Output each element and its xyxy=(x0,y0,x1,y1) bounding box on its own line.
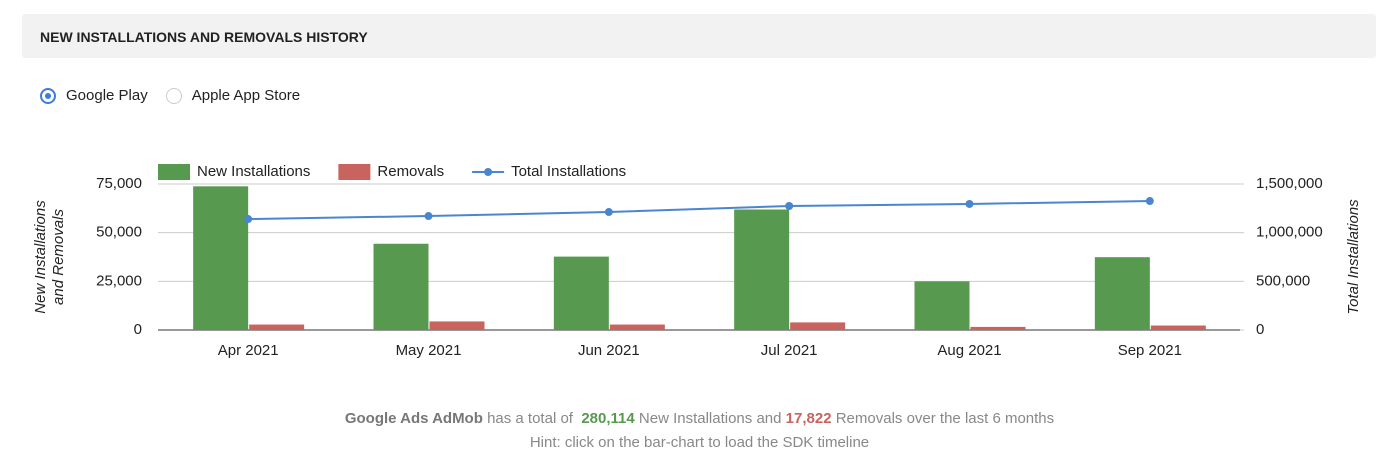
hint: Hint: click on the bar-chart to load the… xyxy=(529,434,870,451)
y2-tick-label: 0 xyxy=(1256,321,1264,338)
y-tick-label: 75,000 xyxy=(96,175,142,192)
bar[interactable] xyxy=(970,326,1026,330)
bar[interactable] xyxy=(1150,325,1206,330)
y-tick-label: 0 xyxy=(134,321,142,338)
header: NEW INSTALLATIONS AND REMOVALS HISTORY xyxy=(22,14,1376,58)
x-tick-label: Aug 2021 xyxy=(937,342,1001,359)
bar[interactable] xyxy=(373,243,429,330)
summary: Google Ads AdMob has a total of 280,114 … xyxy=(0,410,1399,427)
point xyxy=(1145,197,1154,206)
store-selector: Google Play Apple App Store xyxy=(40,87,300,104)
app-name: Google Ads AdMob xyxy=(344,410,483,427)
bar[interactable] xyxy=(249,324,305,330)
x-tick-label: Sep 2021 xyxy=(1118,342,1182,359)
bar[interactable] xyxy=(790,322,846,330)
point xyxy=(965,199,974,208)
summary-text: New Installations and xyxy=(638,410,782,427)
legend-dot xyxy=(484,168,493,176)
y-tick-label: 50,000 xyxy=(96,224,142,241)
summary-text: Removals over the last 6 months xyxy=(835,410,1055,427)
legend-label: Total Installations xyxy=(511,163,626,180)
x-tick-label: Apr 2021 xyxy=(218,342,279,359)
bar[interactable] xyxy=(1094,257,1150,330)
removal-total: 17,822 xyxy=(785,410,832,427)
legend-item[interactable]: Total Installations xyxy=(472,163,626,180)
bar[interactable] xyxy=(609,324,665,330)
y-axis-title-line: New Installations xyxy=(32,200,49,314)
radio-label[interactable]: Apple App Store xyxy=(191,87,301,104)
radio-button[interactable] xyxy=(40,87,56,104)
point xyxy=(424,212,433,221)
y2-tick-label: 1,000,000 xyxy=(1256,224,1323,241)
bar[interactable] xyxy=(914,281,970,330)
bar[interactable] xyxy=(193,186,249,330)
install-total: 280,114 xyxy=(581,410,635,427)
y2-tick-label: 1,500,000 xyxy=(1256,175,1323,192)
point xyxy=(785,201,794,210)
header-title: NEW INSTALLATIONS AND REMOVALS HISTORY xyxy=(40,29,368,45)
y-tick-label: 25,000 xyxy=(96,272,142,289)
radio-apple[interactable]: Apple App Store xyxy=(165,87,301,104)
radio-button[interactable] xyxy=(165,87,182,104)
legend-label: Removals xyxy=(377,163,444,180)
x-tick-label: May 2021 xyxy=(396,342,462,359)
point xyxy=(604,208,613,217)
legend-item[interactable]: Removals xyxy=(338,163,444,180)
line xyxy=(248,200,1150,221)
bar[interactable] xyxy=(553,256,609,330)
y2-axis-title: Total Installations xyxy=(1345,199,1362,315)
y-axis-title: New Installationsand Removals xyxy=(32,200,67,314)
legend-label: New Installations xyxy=(197,163,310,180)
bar[interactable] xyxy=(429,321,485,330)
x-tick-label: Jun 2021 xyxy=(578,342,640,359)
y-axis-title-line: and Removals xyxy=(50,209,67,305)
chart: 0 25,000 50,000 75,000 0 500,000 1,000,000 1,50… xyxy=(32,163,1362,359)
radio-google-play[interactable]: Google Play xyxy=(40,87,148,104)
point xyxy=(244,215,253,224)
bar[interactable] xyxy=(734,209,790,330)
y2-tick-label: 500,000 xyxy=(1256,272,1310,289)
legend-swatch xyxy=(338,164,371,180)
radio-label[interactable]: Google Play xyxy=(66,87,148,104)
legend-swatch xyxy=(158,164,190,180)
x-tick-label: Jul 2021 xyxy=(761,342,818,359)
summary-text: has a total of xyxy=(487,410,573,427)
legend-item[interactable]: New Installations xyxy=(158,163,310,180)
